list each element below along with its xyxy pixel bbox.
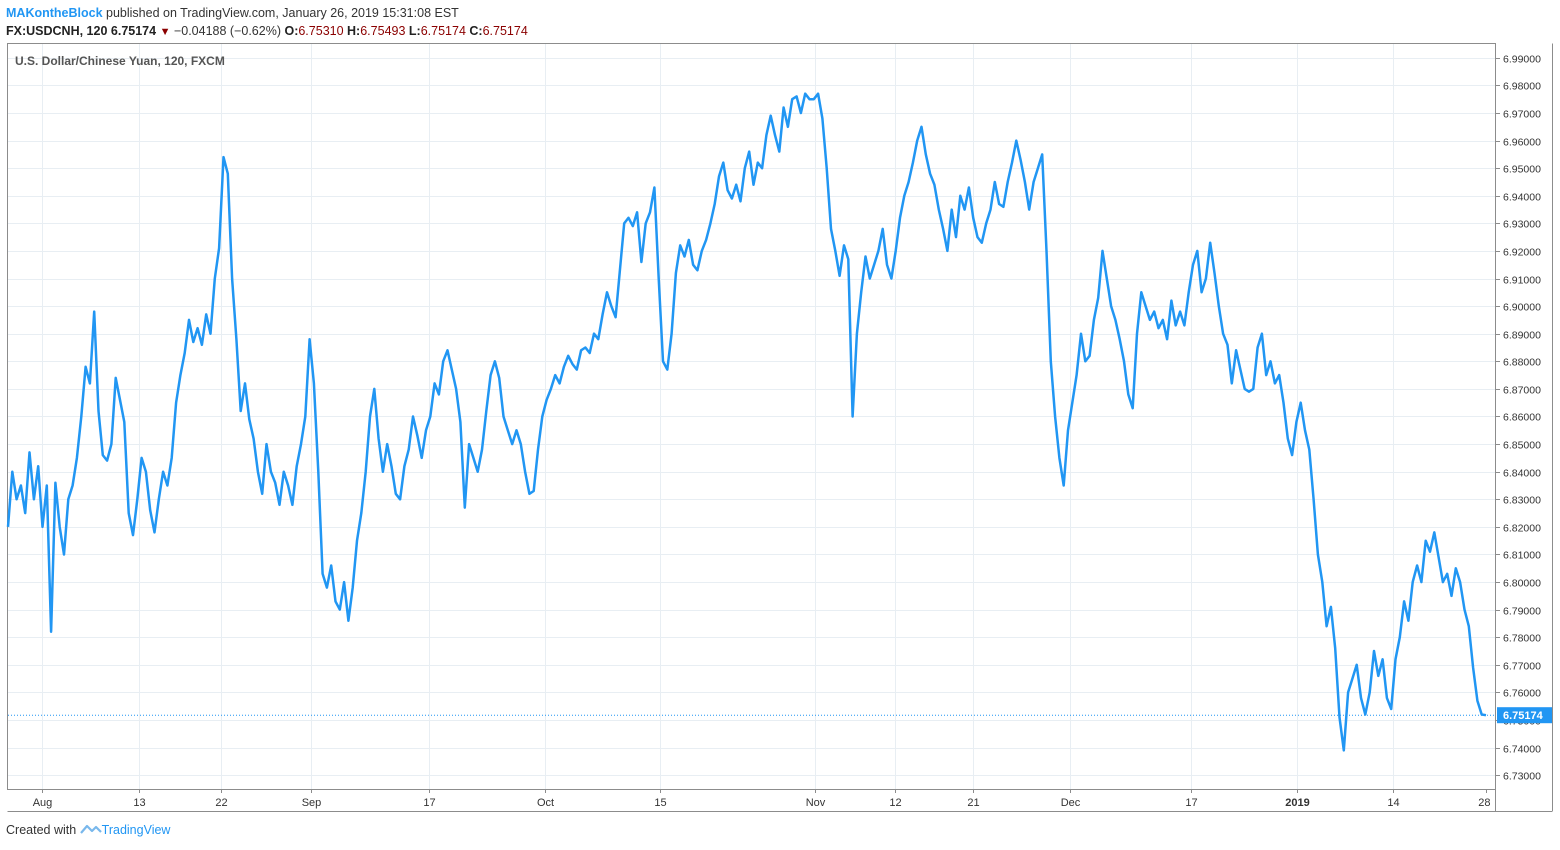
last-price: 6.75174 [110, 24, 157, 38]
footer: Created with TradingView [6, 823, 170, 837]
y-tick-label: 6.88000 [1503, 357, 1541, 369]
ohlc-line: FX:USDCNH, 120 6.75174 ▼ −0.04188 (−0.62… [6, 22, 1546, 40]
x-tick-label: 22 [215, 797, 227, 809]
x-tick-label: Dec [1061, 797, 1081, 809]
close-label: C: [469, 24, 483, 38]
tradingview-logo-icon [79, 824, 102, 834]
y-axis-ticks: 6.730006.740006.750006.760006.770006.780… [1495, 54, 1541, 783]
y-tick-label: 6.89000 [1503, 330, 1541, 342]
created-with-text: Created with [6, 823, 77, 837]
y-tick-label: 6.90000 [1503, 302, 1541, 314]
high-value: 6.75493 [360, 24, 406, 38]
low-value: 6.75174 [420, 24, 466, 38]
y-tick-label: 6.81000 [1503, 550, 1541, 562]
published-text: published on TradingView.com, January 26… [106, 6, 459, 20]
x-tick-label: Nov [806, 797, 826, 809]
close-value: 6.75174 [482, 24, 528, 38]
x-tick-label: Sep [302, 797, 322, 809]
last-price-badge: 6.75174 [1497, 707, 1552, 724]
y-tick-label: 6.94000 [1503, 192, 1541, 204]
series-line [6, 92, 1487, 752]
y-tick-label: 6.95000 [1503, 164, 1541, 176]
y-tick-label: 6.92000 [1503, 247, 1541, 259]
price-change: −0.04188 (−0.62%) [173, 24, 281, 38]
y-tick-label: 6.99000 [1503, 54, 1541, 66]
low-label: L: [408, 24, 421, 38]
y-tick-label: 6.79000 [1503, 606, 1541, 618]
x-axis-ticks: Aug 13 22 Sep 17 Oct 15 Nov 12 21 Dec 17 2019 14 28 [33, 789, 1491, 809]
y-tick-label: 6.74000 [1503, 744, 1541, 756]
y-tick-label: 6.73000 [1503, 771, 1541, 783]
y-tick-label: 6.83000 [1503, 495, 1541, 507]
y-tick-label: 6.85000 [1503, 440, 1541, 452]
x-tick-label: 12 [889, 797, 901, 809]
chart-header: MAKontheBlock published on TradingView.c… [6, 4, 1546, 40]
last-price-badge-bg [1497, 707, 1552, 724]
horizontal-grid [8, 58, 1495, 776]
y-tick-label: 6.91000 [1503, 275, 1541, 287]
x-tick-label: 15 [654, 797, 666, 809]
y-tick-label: 6.97000 [1503, 109, 1541, 121]
x-tick-label: 28 [1478, 797, 1490, 809]
y-tick-label: 6.82000 [1503, 523, 1541, 535]
x-tick-label: 17 [423, 797, 435, 809]
y-tick-label: 6.77000 [1503, 661, 1541, 673]
open-value: 6.75310 [298, 24, 344, 38]
y-tick-label: 6.86000 [1503, 412, 1541, 424]
last-price-badge-label: 6.75174 [1503, 710, 1544, 722]
high-label: H: [347, 24, 361, 38]
y-tick-label: 6.84000 [1503, 468, 1541, 480]
symbol-interval: FX:USDCNH, 120 [6, 24, 108, 38]
open-label: O: [284, 24, 299, 38]
y-tick-label: 6.80000 [1503, 578, 1541, 590]
x-tick-label: Oct [537, 797, 554, 809]
down-arrow-icon: ▼ [159, 26, 171, 38]
y-tick-label: 6.98000 [1503, 81, 1541, 93]
x-tick-label: 13 [133, 797, 145, 809]
x-tick-label: Aug [33, 797, 53, 809]
x-tick-label: 17 [1185, 797, 1197, 809]
tradingview-brand[interactable]: TradingView [101, 823, 171, 837]
y-tick-label: 6.87000 [1503, 385, 1541, 397]
y-tick-label: 6.78000 [1503, 633, 1541, 645]
publish-line: MAKontheBlock published on TradingView.c… [6, 4, 1546, 22]
y-tick-label: 6.96000 [1503, 137, 1541, 149]
x-tick-label: 21 [967, 797, 979, 809]
y-tick-label: 6.76000 [1503, 688, 1541, 700]
author-link[interactable]: MAKontheBlock [6, 6, 103, 20]
x-tick-label: 14 [1387, 797, 1399, 809]
chart-title: U.S. Dollar/Chinese Yuan, 120, FXCM [15, 54, 225, 68]
x-tick-label: 2019 [1285, 797, 1309, 809]
y-tick-label: 6.93000 [1503, 219, 1541, 231]
